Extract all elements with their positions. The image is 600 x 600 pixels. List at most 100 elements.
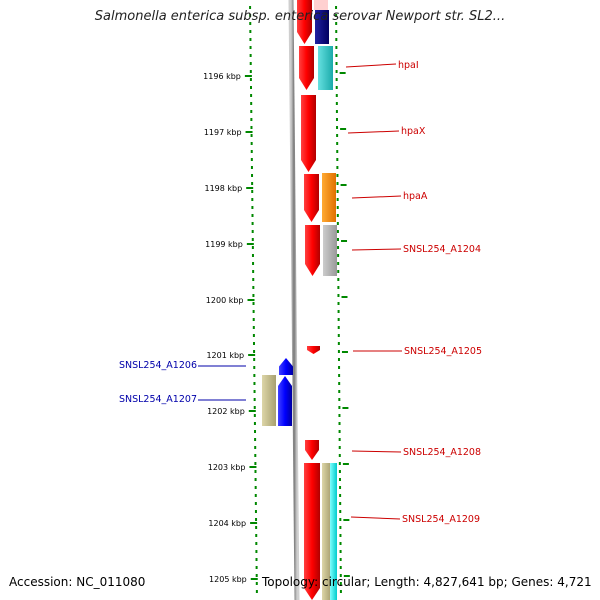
ring-dot-right <box>337 342 340 345</box>
ring-dot-right <box>337 286 340 289</box>
ring-dot-right <box>335 14 338 17</box>
ring-dot-left <box>252 310 255 313</box>
ring-tick <box>340 184 347 186</box>
ring-dot-left <box>249 6 252 9</box>
cog-class-box <box>330 463 337 600</box>
ring-dot-right <box>339 550 342 553</box>
ruler-tick-label: 1196 kbp <box>203 72 241 81</box>
ring-dot-right <box>335 110 338 113</box>
forward-gene-arrow <box>305 440 319 460</box>
genome-backbone <box>288 0 300 600</box>
ring-tick <box>340 128 347 130</box>
ring-dot-left <box>249 62 252 65</box>
ring-dot-left <box>252 270 255 273</box>
gene-leader-line <box>350 516 401 520</box>
ring-dot-right <box>335 6 338 9</box>
ring-dot-right <box>338 438 341 441</box>
ring-dot-right <box>339 526 342 529</box>
ring-dot-right <box>335 38 338 41</box>
ring-dot-right <box>336 166 339 169</box>
ring-dot-left <box>251 214 254 217</box>
gene-label-hpax[interactable]: hpaX <box>401 126 426 137</box>
ring-dot-left <box>255 518 258 521</box>
ring-dot-right <box>337 350 340 353</box>
gene-leader-line <box>351 195 402 199</box>
ring-dot-right <box>338 414 341 417</box>
forward-gene-arrow <box>297 0 312 44</box>
ring-dot-left <box>251 206 254 209</box>
ruler-tick-label: 1202 kbp <box>207 407 245 416</box>
ring-dot-left <box>255 558 258 561</box>
ring-dot-left <box>252 318 255 321</box>
ring-dot-right <box>335 118 338 121</box>
ring-dot-right <box>335 46 338 49</box>
ring-dot-left <box>251 246 254 249</box>
ring-dot-right <box>339 534 342 537</box>
ruler-major-tick <box>248 410 256 412</box>
gene-label-snsl254_a1207[interactable]: SNSL254_A1207 <box>119 394 197 405</box>
ring-dot-left <box>249 78 252 81</box>
forward-gene-arrow <box>304 174 319 222</box>
ring-dot-left <box>252 342 255 345</box>
ruler-major-tick <box>244 75 252 77</box>
ring-dot-left <box>253 398 256 401</box>
gene-label-snsl254_a1204[interactable]: SNSL254_A1204 <box>403 244 481 255</box>
ring-dot-left <box>255 574 258 577</box>
forward-gene-arrow <box>307 346 320 354</box>
forward-gene-arrow <box>301 95 316 172</box>
ring-dot-right <box>335 86 338 89</box>
ring-dot-left <box>253 350 256 353</box>
ring-dot-right <box>336 198 339 201</box>
ring-dot-left <box>254 494 257 497</box>
gene-labels: hpaI hpaX hpaA SNSL254_A1204 SNSL254_A1205 SN… <box>119 60 482 525</box>
ring-dot-right <box>336 206 339 209</box>
ring-dot-right <box>338 462 341 465</box>
ring-dot-left <box>249 30 252 33</box>
ring-dot-left <box>253 374 256 377</box>
ring-dot-left <box>251 230 254 233</box>
ring-dot-left <box>252 278 255 281</box>
ring-dot-right <box>338 398 341 401</box>
ring-dot-right <box>336 214 339 217</box>
ring-tick <box>342 463 349 465</box>
ring-dot-right <box>338 422 341 425</box>
ruler-tick-label: 1204 kbp <box>208 519 246 528</box>
ring-dot-right <box>336 174 339 177</box>
ring-dot-right <box>338 454 341 457</box>
ring-dot-left <box>250 86 253 89</box>
ring-dot-right <box>338 382 341 385</box>
gene-label-hpaa[interactable]: hpaA <box>403 191 428 202</box>
ring-dot-left <box>253 414 256 417</box>
ring-dot-right <box>336 238 339 241</box>
ring-dot-left <box>253 390 256 393</box>
ring-dot-right <box>337 302 340 305</box>
forward-gene-arrow <box>299 46 314 90</box>
gene-label-hpai[interactable]: hpaI <box>398 60 419 71</box>
ring-dot-left <box>255 542 258 545</box>
ring-dot-right <box>337 294 340 297</box>
ring-dot-left <box>255 590 258 593</box>
ring-dot-right <box>337 254 340 257</box>
ring-dot-left <box>249 54 252 57</box>
gene-label-snsl254_a1209[interactable]: SNSL254_A1209 <box>402 514 480 525</box>
ring-dot-left <box>254 438 257 441</box>
gene-label-snsl254_a1205[interactable]: SNSL254_A1205 <box>404 346 482 357</box>
ring-dot-left <box>255 582 258 585</box>
gene-leader-line <box>351 450 402 453</box>
ring-tick <box>342 407 349 409</box>
ruler-major-tick <box>248 354 256 356</box>
ruler-major-tick <box>250 578 258 580</box>
ring-dot-right <box>335 30 338 33</box>
ruler-major-tick <box>247 299 255 301</box>
gene-label-snsl254_a1206[interactable]: SNSL254_A1206 <box>119 360 197 371</box>
ring-dot-right <box>339 494 342 497</box>
ring-dot-right <box>337 278 340 281</box>
ring-dot-left <box>253 382 256 385</box>
gene-label-snsl254_a1208[interactable]: SNSL254_A1208 <box>403 447 481 458</box>
ruler-major-tick <box>245 131 253 133</box>
ring-dot-right <box>339 510 342 513</box>
ring-dot-left <box>252 326 255 329</box>
ring-dot-left <box>251 222 254 225</box>
cog-class-box <box>322 463 331 600</box>
